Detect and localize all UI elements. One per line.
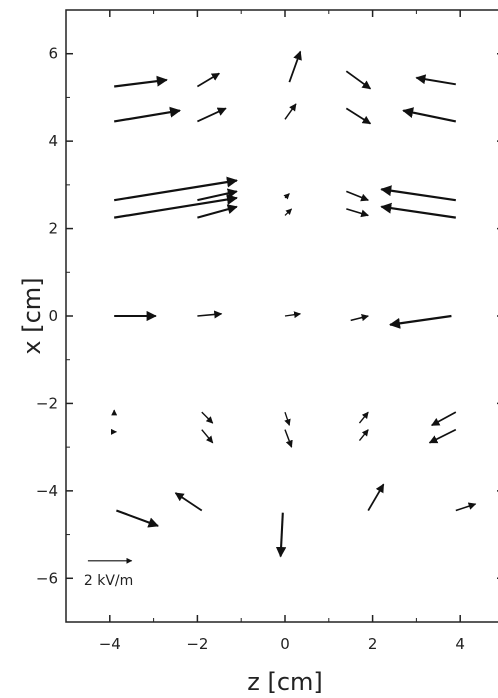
vector-arrow — [380, 202, 456, 219]
vector-field — [110, 50, 477, 558]
vector-arrow — [350, 314, 369, 322]
x-tick-label: 2 — [368, 635, 378, 653]
vector-arrow — [201, 411, 214, 424]
vector-arrow — [174, 492, 203, 512]
vector-arrow — [284, 208, 293, 216]
vector-arrow — [288, 50, 302, 83]
reference-vector: 2 kV/m — [84, 557, 133, 589]
vector-arrow — [430, 411, 457, 427]
vector-arrow — [275, 512, 287, 558]
vector-arrow — [358, 411, 369, 424]
vector-arrow — [367, 483, 385, 511]
x-tick-label: 4 — [455, 635, 465, 653]
x-axis-label: z [cm] — [247, 668, 323, 696]
vector-arrow — [415, 74, 456, 86]
vector-arrow — [114, 194, 238, 219]
x-tick-label: −4 — [99, 635, 121, 653]
y-tick-label: −4 — [36, 482, 58, 500]
vector-arrow — [197, 310, 223, 319]
vector-arrow — [402, 107, 457, 123]
vector-arrow — [284, 429, 293, 448]
axis-ticks: −4 −2 0 2 4 −6 −4 −2 0 2 4 6 — [36, 9, 498, 653]
vector-arrow — [455, 502, 477, 512]
vector-arrow — [284, 103, 297, 120]
vector-arrow — [389, 314, 452, 329]
y-tick-label: 6 — [48, 45, 58, 63]
y-tick-label: 0 — [48, 307, 58, 325]
vector-arrow — [196, 72, 221, 88]
vector-arrow — [114, 75, 168, 88]
vector-arrow — [116, 509, 159, 528]
vector-arrow — [380, 185, 456, 202]
y-tick-label: 2 — [48, 220, 58, 238]
x-tick-label: 0 — [280, 635, 290, 653]
y-axis-label: x [cm] — [18, 277, 46, 354]
vector-arrow — [358, 429, 369, 442]
y-tick-label: −2 — [36, 394, 58, 412]
vector-arrow — [346, 190, 369, 202]
vector-arrow — [345, 107, 372, 125]
vector-arrow — [346, 208, 369, 218]
reference-label: 2 kV/m — [84, 573, 133, 589]
x-tick-label: −2 — [186, 635, 208, 653]
vector-arrow — [114, 176, 238, 202]
vector-arrow — [197, 107, 227, 123]
vector-arrow — [283, 193, 290, 200]
vector-arrow — [428, 428, 457, 444]
vector-arrow — [197, 188, 238, 202]
vector-arrow — [345, 70, 372, 90]
vector-arrow — [197, 204, 238, 219]
vector-arrow — [284, 311, 302, 319]
vector-arrow — [284, 411, 291, 426]
y-tick-label: 4 — [48, 132, 58, 150]
vector-arrow — [201, 429, 214, 444]
y-tick-label: −6 — [36, 569, 58, 587]
vector-arrow — [113, 106, 181, 123]
